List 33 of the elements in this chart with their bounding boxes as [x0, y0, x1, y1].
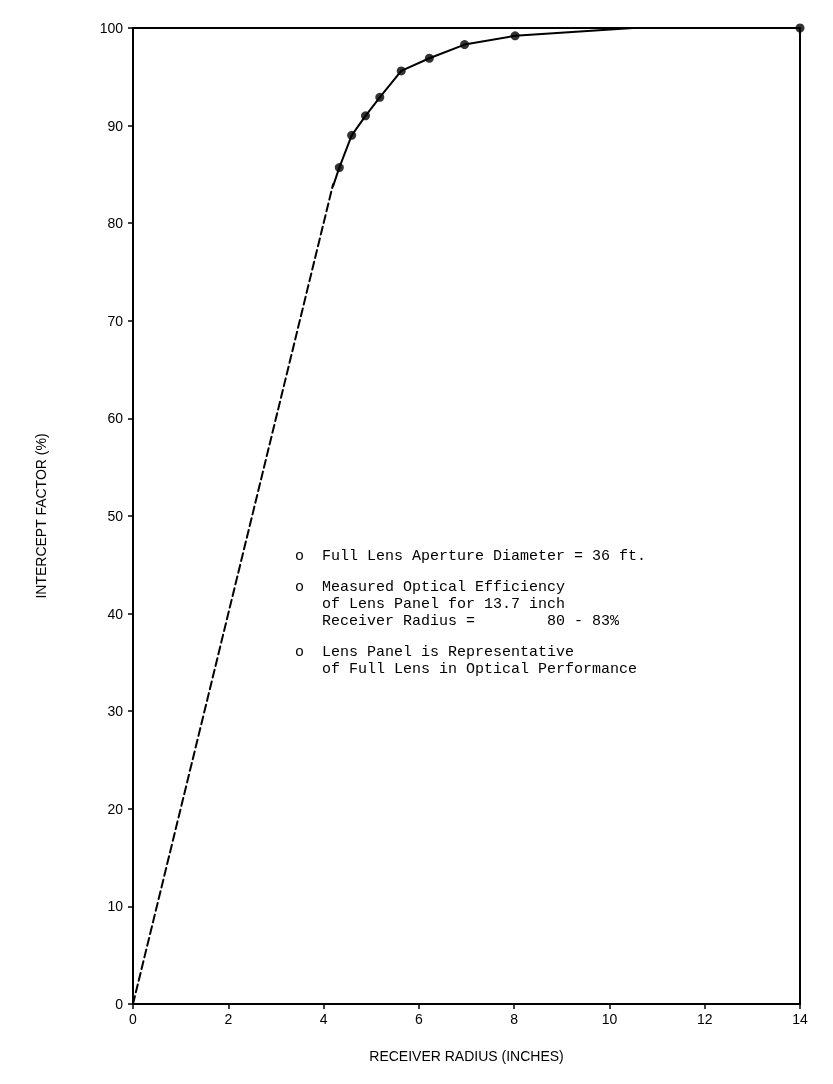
x-tick-label: 6 — [414, 1011, 423, 1027]
annotation: o Full Lens Aperture Diameter = 36 ft. — [295, 548, 647, 565]
point — [334, 163, 344, 173]
x-tick-label: 4 — [319, 1011, 328, 1027]
y-tick-label: 100 — [99, 20, 124, 36]
x-tick-label: 10 — [601, 1011, 618, 1027]
x-tick-label: 0 — [129, 1011, 138, 1027]
point — [347, 130, 357, 140]
annotation: o Measured Optical Efficiency of Lens Panel for 13.7 inch Receiver Radius = 80 - 83% — [295, 579, 621, 630]
y-tick-label: 80 — [107, 215, 124, 232]
y-tick-label: 60 — [107, 410, 124, 427]
x-tick-label: 8 — [510, 1011, 519, 1027]
x-tick-label: 2 — [224, 1011, 233, 1027]
x-axis-title: RECEIVER RADIUS (INCHES) — [369, 1048, 564, 1064]
y-tick-label: 30 — [107, 703, 124, 720]
y-tick-label: 90 — [107, 117, 124, 134]
point — [510, 31, 520, 41]
x-tick-label: 12 — [696, 1011, 713, 1027]
annotation: o Lens Panel is Representative of Full Lens in Optical Performance — [295, 644, 638, 678]
y-axis-title: INTERCEPT FACTOR (%) — [33, 433, 49, 599]
y-tick-label: 70 — [107, 312, 124, 329]
y-tick-label: 20 — [107, 800, 124, 817]
x-tick-label: 14 — [792, 1011, 808, 1027]
point — [361, 111, 370, 121]
y-tick-label: 50 — [107, 508, 124, 524]
y-tick-label: 0 — [115, 996, 124, 1012]
point — [396, 66, 406, 76]
point — [460, 40, 470, 50]
point — [424, 53, 434, 63]
point — [795, 23, 805, 33]
y-tick-label: 10 — [107, 898, 124, 915]
y-tick-label: 40 — [107, 605, 124, 622]
point — [375, 92, 385, 102]
